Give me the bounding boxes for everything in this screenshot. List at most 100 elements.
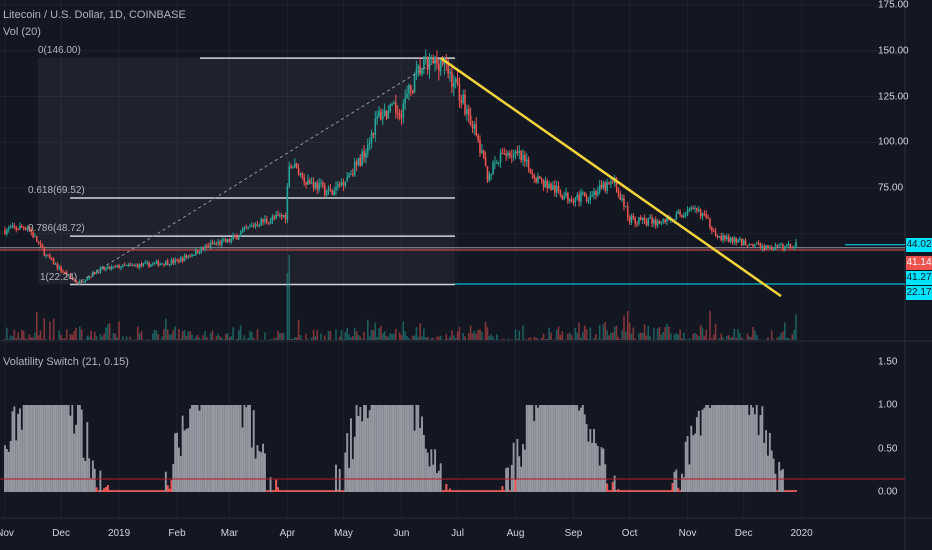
volume-bar xyxy=(370,329,373,340)
volume-bar xyxy=(574,327,577,340)
volatility-low-bar xyxy=(138,490,141,492)
volume-bar xyxy=(606,330,608,340)
volatility-bar xyxy=(709,407,711,492)
volume-bar xyxy=(467,332,470,340)
volatility-bar xyxy=(398,405,401,492)
volatility-low-bar xyxy=(793,490,796,492)
volatility-low-bar xyxy=(280,490,283,492)
candle xyxy=(226,239,229,243)
volatility-low-bar xyxy=(110,490,113,492)
candle xyxy=(110,266,113,270)
volatility-bar xyxy=(80,409,83,492)
candle xyxy=(482,150,485,158)
volume-bar xyxy=(92,338,94,340)
volatility-low-bar xyxy=(146,490,149,492)
volume-bar xyxy=(295,337,298,340)
volatility-bar xyxy=(196,405,199,492)
volatility-bar xyxy=(507,467,509,492)
volatility-bar xyxy=(436,473,438,492)
volatility-low-bar xyxy=(295,490,298,492)
candle xyxy=(387,110,390,119)
candle xyxy=(54,263,57,265)
volume-bar xyxy=(372,330,375,340)
candle xyxy=(423,59,425,69)
volume-bar xyxy=(168,334,171,340)
candle xyxy=(408,85,410,94)
candle xyxy=(49,255,51,259)
volatility-bar xyxy=(65,405,68,492)
candle xyxy=(127,264,130,266)
candle xyxy=(107,266,109,269)
volatility-bar xyxy=(200,405,203,492)
candle xyxy=(232,235,234,239)
candle xyxy=(630,215,633,223)
volume-bar xyxy=(163,329,165,340)
volatility-bar xyxy=(724,405,726,492)
candle xyxy=(568,199,571,201)
volatility-bar xyxy=(383,405,386,492)
candle xyxy=(116,265,118,267)
candle xyxy=(381,116,384,120)
volume-bar xyxy=(80,329,83,340)
candle xyxy=(628,217,631,223)
candle xyxy=(273,216,276,218)
candle xyxy=(138,263,141,268)
volatility-bar xyxy=(235,405,238,492)
candle xyxy=(26,227,29,230)
candle xyxy=(570,199,573,203)
volatility-bar xyxy=(237,405,240,492)
candle xyxy=(479,140,481,153)
volume-bar xyxy=(241,339,244,340)
volume-bar xyxy=(135,339,137,340)
candle xyxy=(539,176,541,179)
candle xyxy=(151,263,154,265)
volatility-bar xyxy=(24,405,27,492)
volume-bar xyxy=(198,337,201,340)
candle xyxy=(200,247,203,253)
volume-bar xyxy=(153,330,156,340)
volume-bar xyxy=(683,332,685,340)
volume-bar xyxy=(194,336,197,340)
candle xyxy=(593,191,595,196)
volume-bar xyxy=(385,335,388,340)
volatility-bar xyxy=(566,405,569,492)
volume-bar xyxy=(793,329,795,340)
volatility-low-bar xyxy=(116,490,119,492)
volatility-low-bar xyxy=(153,490,156,492)
volume-bar xyxy=(615,325,618,340)
candle xyxy=(323,185,326,195)
volatility-low-bar xyxy=(333,490,336,492)
volume-bar xyxy=(170,334,173,340)
indicator-axis-label: 1.50 xyxy=(878,356,898,367)
volatility-bar xyxy=(694,433,696,492)
volume-bar xyxy=(782,331,784,340)
volume-bar xyxy=(718,338,721,340)
volume-bar xyxy=(108,323,111,340)
volatility-bar xyxy=(194,405,197,492)
candle xyxy=(787,243,790,246)
volatility-low-bar xyxy=(647,490,650,492)
candle xyxy=(740,238,743,246)
volume-bar xyxy=(22,330,25,340)
volatility-bar xyxy=(179,455,182,492)
volatility-low-bar xyxy=(97,490,100,492)
volatility-low-bar xyxy=(267,490,270,492)
volume-bar xyxy=(415,327,418,340)
candle xyxy=(7,228,10,230)
candle xyxy=(686,209,689,215)
volatility-low-bar xyxy=(114,490,117,492)
volume-bar xyxy=(271,339,274,340)
candle xyxy=(125,265,128,267)
candle xyxy=(621,198,623,200)
candle xyxy=(763,246,766,250)
volume-bar xyxy=(490,334,492,340)
candle xyxy=(645,220,648,226)
volatility-bar xyxy=(222,405,225,492)
candle xyxy=(525,159,528,162)
volume-bar xyxy=(436,336,438,340)
indicator-axis-label: 0.50 xyxy=(878,443,898,454)
volume-bar xyxy=(316,330,319,340)
volume-bar xyxy=(52,318,55,340)
candle xyxy=(744,240,747,246)
